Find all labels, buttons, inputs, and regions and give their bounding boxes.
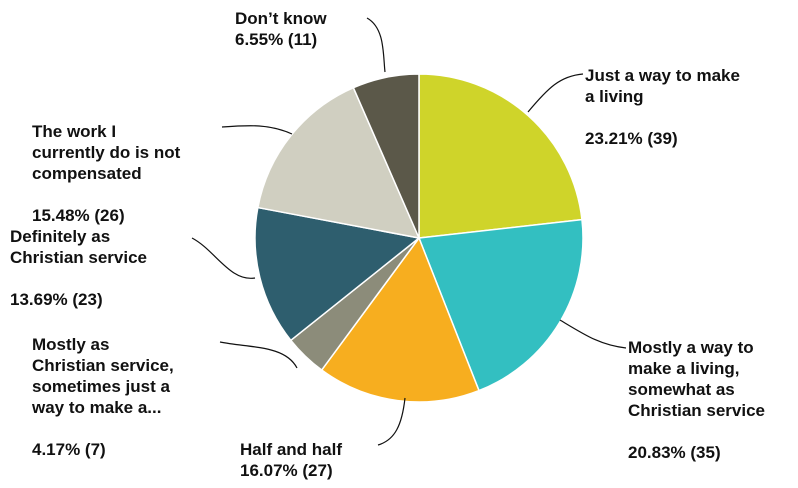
slice-label-definitely-christian: Definitely as Christian service 13.69% (…	[10, 226, 147, 310]
pie-slice-1	[417, 218, 584, 392]
slice-value-text: 6.55% (11)	[235, 30, 318, 49]
slice-value-text: 23.21% (39)	[585, 129, 678, 148]
slice-label-dont-know: Don’t know 6.55% (11)	[235, 8, 327, 50]
slice-label-text: Just a way to make a living	[585, 66, 740, 106]
pie-slice-2	[320, 236, 480, 403]
slice-label-not-compensated: The work I currently do is not compensat…	[32, 121, 180, 226]
slice-label-text: Don’t know	[235, 9, 327, 28]
leader-lines	[191, 17, 627, 446]
slice-label-text: Definitely as Christian service	[10, 227, 148, 267]
slice-label-just-a-way: Just a way to make a living 23.21% (39)	[585, 65, 740, 149]
slice-label-half-and-half: Half and half 16.07% (27)	[240, 439, 342, 481]
slice-value-text: 15.48% (26)	[32, 206, 125, 225]
leader-line-6	[366, 17, 386, 73]
leader-line-4	[191, 237, 256, 279]
slice-label-text: Mostly as Christian service, sometimes j…	[32, 335, 174, 417]
slice-label-text: Mostly a way to make a living, somewhat …	[628, 338, 766, 420]
pie-slice-4	[254, 206, 421, 342]
slice-value-text: 13.69% (23)	[10, 290, 103, 309]
pie-slices	[254, 73, 584, 403]
slice-label-text: Half and half	[240, 440, 343, 459]
slice-label-mostly-living: Mostly a way to make a living, somewhat …	[628, 337, 765, 463]
slice-value-text: 4.17% (7)	[32, 440, 106, 459]
leader-line-2	[377, 397, 406, 446]
slice-value-text: 20.83% (35)	[628, 443, 721, 462]
slice-label-mostly-christian: Mostly as Christian service, sometimes j…	[32, 334, 174, 460]
leader-line-1	[559, 319, 627, 349]
slice-label-text: The work I currently do is not compensat…	[32, 122, 181, 183]
pie-slice-0	[418, 73, 583, 239]
leader-line-0	[527, 73, 584, 113]
pie-slice-6	[352, 73, 420, 239]
leader-line-3	[219, 341, 298, 369]
leader-line-5	[221, 125, 293, 135]
slice-value-text: 16.07% (27)	[240, 461, 333, 480]
pie-slice-5	[256, 86, 421, 240]
